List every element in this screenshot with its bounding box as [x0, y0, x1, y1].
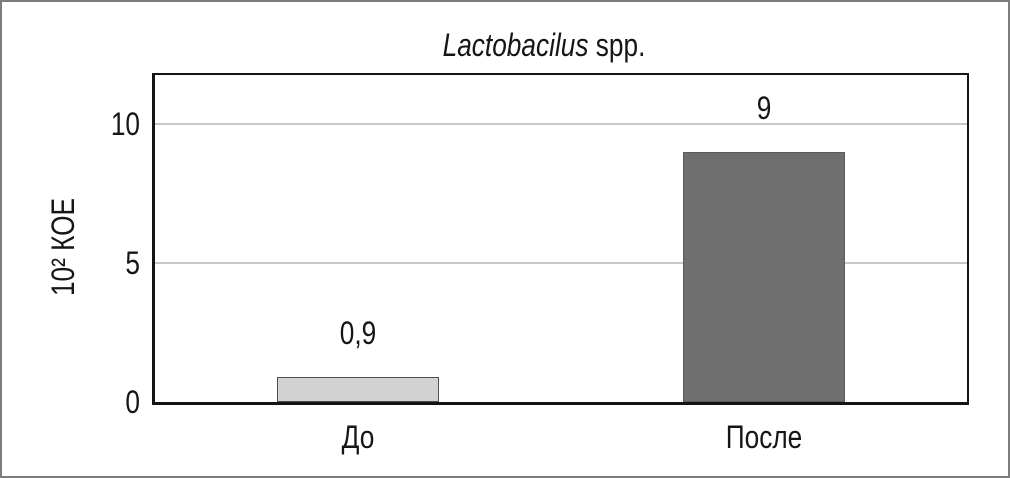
x-category-label-До: До [341, 419, 375, 455]
y-tick-label: 10 [110, 105, 140, 142]
chart-title: Lactobacilus spp. [216, 29, 872, 61]
x-category-label-После: После [725, 419, 803, 455]
bar-После [682, 151, 846, 402]
chart-title-italic-part: Lactobacilus [442, 27, 589, 63]
gridline [155, 261, 967, 264]
plot-area: 0,9 9 [152, 73, 969, 405]
bar-value-label: 9 [756, 89, 772, 126]
bar-До [276, 376, 440, 402]
chart-title-regular-part: spp. [588, 27, 646, 63]
bar-value-label: 0,9 [339, 314, 377, 351]
gridline [155, 122, 967, 125]
y-tick-label: 0 [125, 384, 140, 420]
y-tick-label: 5 [125, 244, 140, 281]
